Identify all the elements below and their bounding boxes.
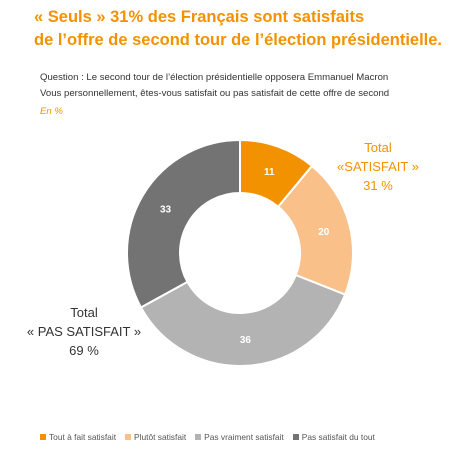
total-pas-satisfait-label: Total « PAS SATISFAIT » 69 % [10,303,158,360]
data-label-4: 33 [160,204,172,215]
total-satisfait-line-2: «SATISFAIT » [337,159,419,174]
legend-swatch-4 [292,434,299,440]
chart-title: « Seuls » 31% des Français sont satisfai… [34,6,459,52]
legend-label-3: Pas vraiment satisfait [204,432,284,442]
legend-swatch-1 [40,434,46,440]
legend-label-2: Plutôt satisfait [134,432,187,442]
legend-swatch-3 [195,434,202,440]
legend-item-2: Plutôt satisfait [125,432,186,442]
total-satisfait-line-1: Total [364,140,392,155]
data-label-2: 20 [318,227,330,238]
legend-item-4: Pas satisfait du tout [292,432,375,442]
donut-slice-4 [126,138,241,309]
question-line-1: Question : Le second tour de l’élection … [40,72,389,83]
total-pas-satisfait-line-1: Total [70,305,98,320]
total-pas-satisfait-line-2: « PAS SATISFAIT » [26,324,142,339]
total-satisfait-value: 31 % [363,178,393,193]
legend-swatch-2 [125,434,132,440]
data-label-1: 11 [264,167,275,178]
total-pas-satisfait-value: 69 % [69,343,99,358]
question-line-2: Vous personnellement, êtes-vous satisfai… [40,88,390,99]
data-label-3: 36 [240,335,252,346]
unit-label: En % [40,106,63,117]
chart-legend: Tout à fait satisfait Plutôt satisfait Pas… [40,432,463,442]
title-line-1: « Seuls » 31% des Français sont satisfai… [34,8,365,26]
title-line-2: de l’offre de second tour de l’élection … [34,31,443,49]
legend-label-1: Tout à fait satisfait [49,432,117,442]
question-text: Question : Le second tour de l’élection … [40,70,463,102]
donut-slice-2 [276,164,354,296]
legend-item-3: Pas vraiment satisfait [195,432,284,442]
donut-slice-3 [139,273,347,367]
total-satisfait-label: Total «SATISFAIT » 31 % [318,138,438,195]
legend-label-4: Pas satisfait du tout [301,432,375,442]
legend-item-1: Tout à fait satisfait [40,432,116,442]
